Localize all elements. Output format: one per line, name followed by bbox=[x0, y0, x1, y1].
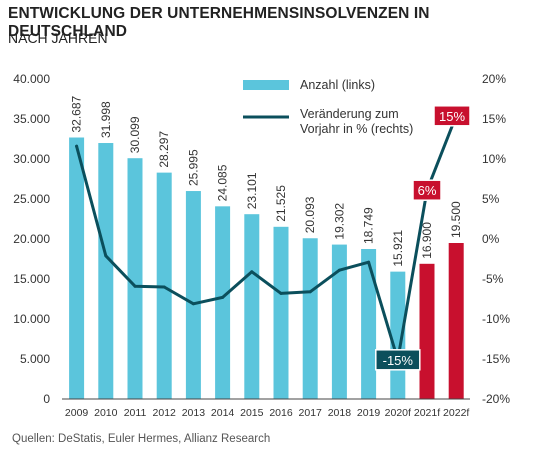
bar bbox=[273, 226, 289, 399]
bar bbox=[127, 158, 143, 399]
change-line-point bbox=[221, 295, 225, 299]
change-line-point bbox=[75, 144, 79, 148]
x-tick-label: 2018 bbox=[328, 407, 352, 419]
change-line-point bbox=[162, 285, 166, 289]
right-tick-label: -10% bbox=[482, 312, 510, 326]
change-line-point bbox=[133, 284, 137, 288]
callout-label: -15% bbox=[383, 353, 414, 368]
left-tick-label: 25.000 bbox=[13, 192, 50, 206]
change-line-point bbox=[308, 290, 312, 294]
callout-box bbox=[412, 179, 442, 201]
bar-value-label: 32.687 bbox=[70, 95, 84, 132]
x-tick-label: 2015 bbox=[240, 407, 264, 419]
right-tick-label: 20% bbox=[482, 72, 506, 86]
right-axis-ticks: -20% -15% -10% -5% 0% 5% 10% 15% 20% bbox=[482, 72, 510, 406]
bar bbox=[69, 137, 85, 399]
bar-labels: 32.687 31.998 30.099 28.297 25.995 24.085 23.1… bbox=[70, 95, 464, 266]
left-axis-ticks: 0 5.000 10.000 15.000 20.000 25.000 30.000 35.0… bbox=[13, 72, 50, 406]
x-tick-label: 2010 bbox=[94, 407, 118, 419]
legend-bar-swatch bbox=[243, 80, 289, 90]
legend-line-label-1: Veränderung zum bbox=[300, 107, 399, 121]
legend-bar-label: Anzahl (links) bbox=[300, 78, 375, 92]
right-tick-label: -20% bbox=[482, 392, 510, 406]
change-line-point bbox=[337, 268, 341, 272]
left-tick-label: 30.000 bbox=[13, 152, 50, 166]
right-tick-label: -15% bbox=[482, 352, 510, 366]
bar-value-label: 24.085 bbox=[216, 164, 230, 201]
change-line-point bbox=[367, 260, 371, 264]
callout-box bbox=[433, 105, 471, 127]
bar-value-label: 30.099 bbox=[128, 116, 142, 153]
bar-value-label: 28.297 bbox=[157, 131, 171, 168]
left-tick-label: 35.000 bbox=[13, 112, 50, 126]
right-tick-label: 5% bbox=[482, 192, 500, 206]
bar-value-label: 18.749 bbox=[362, 207, 376, 244]
change-line-point bbox=[104, 254, 108, 258]
bar-value-label: 19.500 bbox=[449, 201, 463, 238]
x-tick-label: 2011 bbox=[124, 407, 147, 419]
change-line-point bbox=[279, 291, 283, 295]
bar-value-label: 31.998 bbox=[99, 101, 113, 138]
x-tick-label: 2009 bbox=[65, 407, 89, 419]
right-tick-label: -5% bbox=[482, 272, 504, 286]
bar-value-label: 19.302 bbox=[332, 203, 346, 240]
x-tick-label: 2013 bbox=[182, 407, 206, 419]
left-tick-label: 20.000 bbox=[13, 232, 50, 246]
bar-value-label: 16.900 bbox=[420, 222, 434, 259]
callout-label: 15% bbox=[439, 109, 465, 124]
x-tick-label: 2021f bbox=[414, 407, 440, 419]
x-tick-label: 2014 bbox=[211, 407, 235, 419]
right-tick-label: 15% bbox=[482, 112, 506, 126]
x-tick-label: 2016 bbox=[269, 407, 293, 419]
callouts: -15% 6% 15% bbox=[375, 105, 471, 371]
legend-line-label-2: Vorjahr in % (rechts) bbox=[300, 122, 413, 136]
bar bbox=[244, 214, 260, 399]
bar bbox=[185, 191, 201, 399]
x-axis-labels: 2009 2010 2011 2012 2013 2014 2015 2016 2017 2018… bbox=[65, 407, 469, 419]
bar bbox=[448, 243, 464, 399]
x-tick-label: 2012 bbox=[153, 407, 177, 419]
bar bbox=[361, 249, 377, 399]
left-tick-label: 15.000 bbox=[13, 272, 50, 286]
bar bbox=[419, 263, 435, 399]
left-tick-label: 0 bbox=[43, 392, 50, 406]
change-line-point bbox=[250, 270, 254, 274]
bar bbox=[215, 206, 231, 399]
bar-value-label: 21.525 bbox=[274, 185, 288, 222]
legend: Anzahl (links) Veränderung zum Vorjahr i… bbox=[243, 78, 413, 136]
left-tick-label: 5.000 bbox=[20, 352, 50, 366]
chart-source: Quellen: DeStatis, Euler Hermes, Allianz… bbox=[12, 433, 271, 445]
x-tick-label: 2022f bbox=[443, 407, 469, 419]
right-tick-label: 0% bbox=[482, 232, 500, 246]
bar bbox=[98, 143, 114, 399]
x-tick-label: 2017 bbox=[299, 407, 323, 419]
right-tick-label: 10% bbox=[482, 152, 506, 166]
bar bbox=[302, 238, 318, 399]
left-tick-label: 40.000 bbox=[13, 72, 50, 86]
x-tick-label: 2019 bbox=[357, 407, 381, 419]
change-line-point bbox=[191, 302, 195, 306]
chart-subtitle: NACH JAHREN bbox=[8, 30, 108, 46]
callout-label: 6% bbox=[418, 183, 437, 198]
left-tick-label: 10.000 bbox=[13, 312, 50, 326]
callout-box bbox=[375, 349, 421, 371]
x-tick-label: 2020f bbox=[385, 407, 411, 419]
bar-value-label: 23.101 bbox=[245, 172, 259, 209]
bar bbox=[331, 244, 347, 399]
bar-value-label: 15.921 bbox=[391, 230, 405, 267]
change-line-path bbox=[75, 114, 458, 362]
bar-value-label: 20.093 bbox=[303, 196, 317, 233]
bar-value-label: 25.995 bbox=[186, 149, 200, 186]
chart-title: ENTWICKLUNG DER UNTERNEHMENSINSOLVENZEN … bbox=[8, 5, 430, 40]
